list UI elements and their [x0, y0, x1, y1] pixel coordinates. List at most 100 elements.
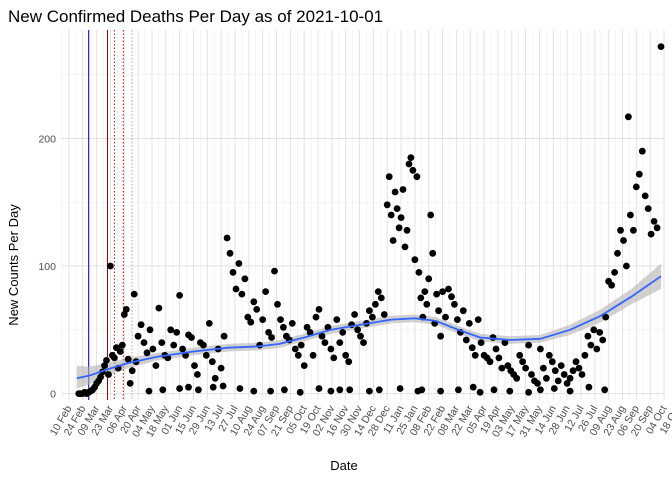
data-point	[630, 226, 637, 234]
data-point	[599, 336, 607, 344]
data-point	[551, 367, 559, 375]
y-tick-label: 200	[38, 133, 56, 145]
data-point	[477, 339, 485, 346]
data-point	[522, 364, 529, 372]
data-point	[540, 364, 547, 372]
data-point	[281, 386, 288, 394]
data-point	[548, 358, 556, 366]
data-point	[126, 380, 134, 387]
data-point	[159, 386, 167, 394]
data-point	[375, 386, 383, 394]
data-point	[593, 345, 601, 353]
data-point	[321, 339, 329, 346]
x-axis-title: Date	[330, 458, 357, 473]
reference-lines	[88, 30, 133, 400]
data-point	[623, 262, 630, 270]
data-point	[238, 290, 246, 298]
data-point	[476, 388, 484, 396]
data-point	[122, 306, 130, 313]
data-point	[247, 318, 255, 326]
data-point	[374, 288, 382, 295]
data-point	[557, 362, 565, 369]
data-point	[296, 388, 304, 396]
data-point	[223, 234, 231, 242]
data-point	[525, 388, 532, 396]
data-point	[490, 386, 498, 394]
data-point	[235, 260, 243, 267]
data-point	[448, 293, 455, 301]
data-point	[627, 211, 634, 219]
data-point	[342, 351, 350, 359]
data-point	[498, 364, 506, 372]
data-point	[265, 329, 272, 336]
data-point	[560, 371, 568, 378]
data-point	[657, 43, 665, 50]
data-point	[543, 374, 550, 382]
data-point	[351, 311, 358, 318]
data-point	[357, 332, 364, 340]
data-point	[409, 166, 417, 174]
data-point	[167, 326, 175, 334]
data-point	[638, 147, 646, 155]
data-point	[385, 173, 393, 181]
data-point	[393, 205, 401, 213]
data-point	[644, 205, 652, 213]
data-point	[309, 351, 317, 359]
data-point	[459, 307, 467, 315]
data-point	[324, 323, 332, 331]
data-point	[220, 332, 228, 340]
data-point	[439, 288, 446, 295]
data-point	[399, 186, 407, 193]
data-point	[250, 298, 258, 306]
data-point	[519, 358, 526, 366]
data-point	[407, 154, 415, 162]
data-point	[383, 201, 391, 209]
data-point	[516, 351, 524, 359]
data-point	[366, 307, 373, 315]
data-point	[632, 183, 640, 191]
data-point	[149, 345, 157, 353]
data-point	[346, 386, 354, 394]
chart-title: New Confirmed Deaths Per Day as of 2021-…	[8, 7, 383, 26]
data-point	[387, 211, 395, 219]
y-tick-label: 0	[50, 389, 56, 401]
data-point	[143, 349, 151, 357]
data-point	[170, 341, 178, 349]
data-point	[188, 334, 195, 341]
data-point	[145, 387, 153, 395]
data-point	[437, 387, 444, 395]
data-point	[545, 351, 553, 359]
data-point	[268, 334, 275, 341]
data-point	[262, 288, 269, 295]
data-point	[200, 341, 207, 349]
data-point	[219, 382, 227, 390]
smooth-confidence-band	[76, 263, 662, 389]
data-point	[435, 307, 442, 315]
data-point	[455, 386, 462, 394]
data-point	[590, 326, 598, 334]
data-point	[437, 332, 444, 340]
data-point	[244, 313, 252, 321]
data-point	[97, 373, 104, 381]
data-point	[641, 192, 649, 200]
data-point	[274, 300, 281, 308]
data-point	[315, 385, 323, 392]
data-point	[611, 269, 618, 276]
data-point	[469, 383, 477, 391]
y-axis-title: New Counts Per Day	[6, 204, 21, 326]
data-point	[134, 332, 142, 340]
data-point	[414, 387, 422, 395]
data-point	[391, 188, 399, 196]
data-point	[176, 292, 184, 299]
data-point	[602, 313, 610, 321]
data-point	[333, 316, 341, 323]
point-layer	[75, 43, 665, 397]
data-point	[195, 386, 202, 394]
data-point	[267, 387, 274, 395]
data-point	[345, 358, 353, 366]
data-point	[397, 214, 405, 222]
data-point	[566, 387, 574, 395]
